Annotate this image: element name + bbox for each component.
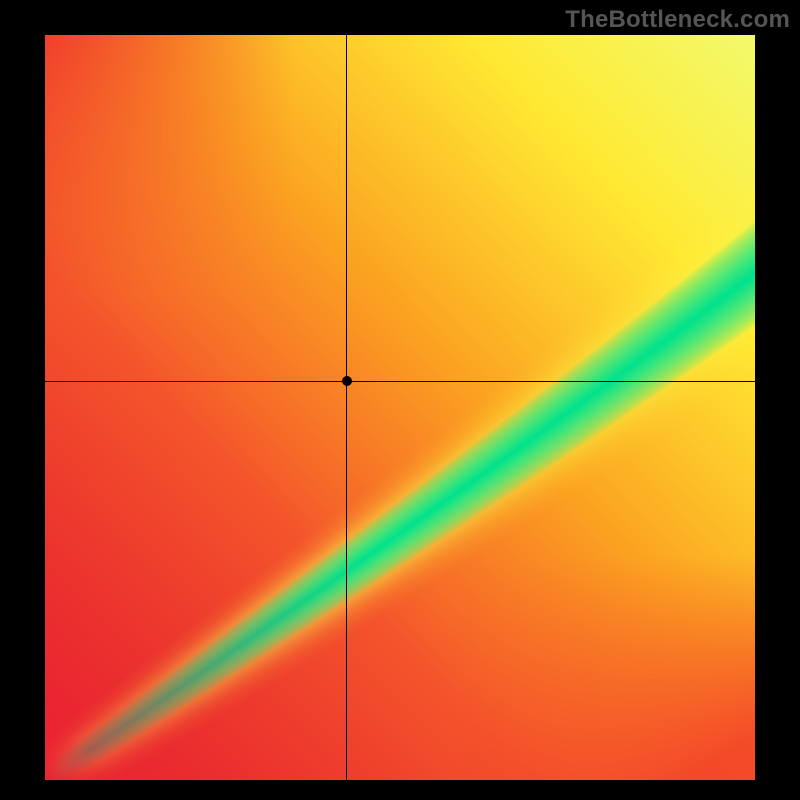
crosshair-marker <box>342 376 352 386</box>
watermark-text: TheBottleneck.com <box>565 6 790 34</box>
chart-container: TheBottleneck.com <box>0 0 800 800</box>
crosshair-vertical <box>346 35 347 780</box>
crosshair-horizontal <box>45 381 755 382</box>
heatmap-canvas <box>45 35 755 780</box>
